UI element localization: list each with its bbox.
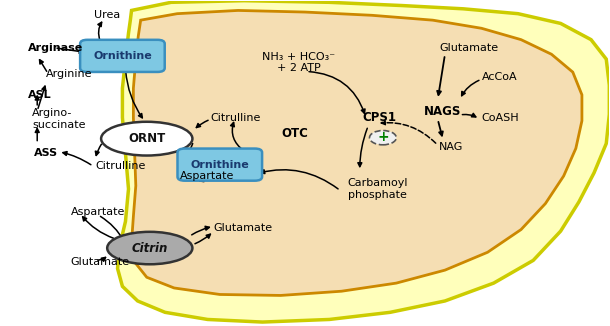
Text: OTC: OTC — [282, 127, 309, 140]
FancyBboxPatch shape — [80, 40, 165, 72]
Text: NH₃ + HCO₃⁻
+ 2 ATP: NH₃ + HCO₃⁻ + 2 ATP — [262, 52, 336, 73]
Text: ASL: ASL — [28, 90, 52, 100]
Text: CoASH: CoASH — [481, 112, 519, 123]
Text: Citrin: Citrin — [132, 242, 168, 255]
Text: CPS1: CPS1 — [363, 111, 397, 124]
Text: AcCoA: AcCoA — [481, 72, 517, 82]
Text: Aspartate: Aspartate — [71, 207, 125, 217]
Text: NAG: NAG — [439, 142, 463, 152]
Text: Argino-
succinate: Argino- succinate — [32, 108, 86, 130]
Text: +: + — [377, 130, 389, 144]
Text: Arginine: Arginine — [46, 69, 93, 79]
Text: Urea: Urea — [94, 10, 120, 20]
Text: Ornithine: Ornithine — [93, 51, 152, 61]
Ellipse shape — [101, 122, 192, 156]
Text: Carbamoyl
phosphate: Carbamoyl phosphate — [348, 178, 408, 200]
Text: ORNT: ORNT — [128, 132, 165, 145]
Text: Aspartate: Aspartate — [180, 171, 235, 181]
Text: Citrulline: Citrulline — [210, 112, 261, 123]
FancyBboxPatch shape — [178, 149, 262, 181]
Text: Citrulline: Citrulline — [95, 161, 145, 171]
Text: ASS: ASS — [34, 148, 59, 158]
Text: Glutamate: Glutamate — [71, 257, 130, 267]
Text: Glutamate: Glutamate — [214, 223, 273, 233]
Polygon shape — [132, 10, 582, 295]
Text: Arginase: Arginase — [28, 43, 84, 53]
Text: Ornithine: Ornithine — [190, 160, 249, 170]
Text: NAGS: NAGS — [424, 105, 461, 118]
Ellipse shape — [107, 232, 192, 264]
Circle shape — [370, 130, 396, 145]
Polygon shape — [118, 1, 609, 322]
Text: Glutamate: Glutamate — [439, 43, 498, 53]
